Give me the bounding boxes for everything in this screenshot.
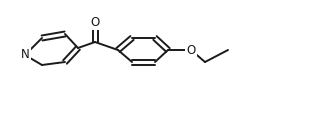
Text: O: O — [186, 44, 196, 56]
Text: O: O — [90, 16, 100, 29]
Text: N: N — [21, 49, 29, 61]
